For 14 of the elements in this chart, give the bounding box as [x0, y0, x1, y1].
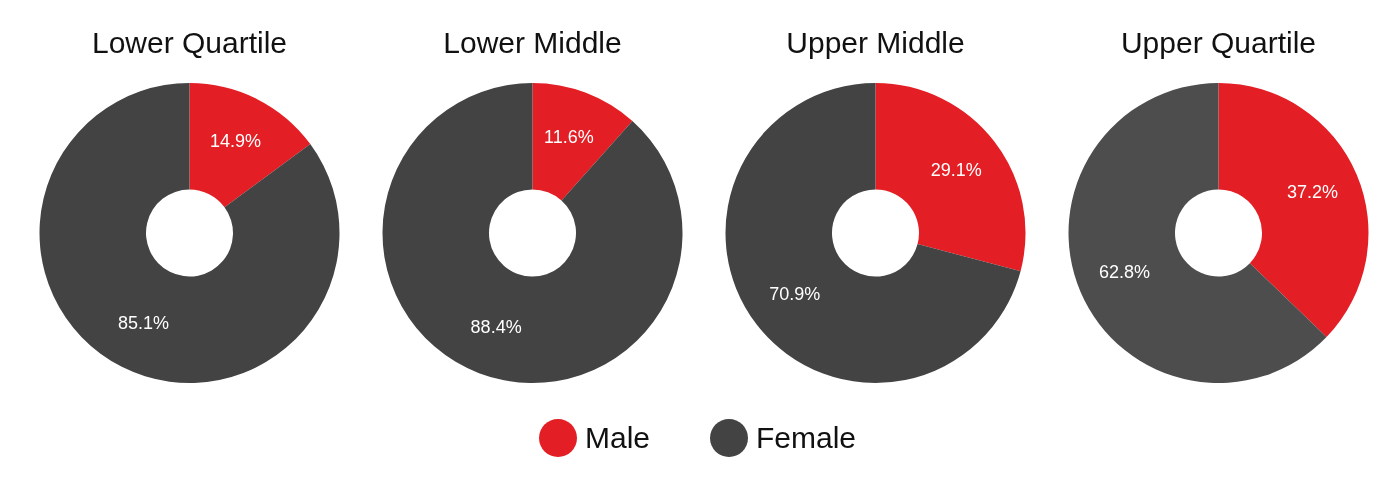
- chart-title: Lower Quartile: [90, 25, 289, 61]
- chart-title: Upper Middle: [785, 25, 966, 61]
- legend-label: Female: [755, 421, 857, 455]
- data-label: 11.6%: [544, 126, 594, 147]
- data-label: 85.1%: [117, 313, 169, 334]
- data-label: 37.2%: [1286, 182, 1338, 203]
- data-label: 29.1%: [930, 159, 982, 180]
- data-label: 88.4%: [470, 317, 522, 338]
- data-label: 14.9%: [210, 130, 262, 151]
- data-label: 62.8%: [1099, 261, 1151, 282]
- chart-title: Upper Quartile: [1119, 25, 1318, 61]
- data-label: 70.9%: [769, 284, 821, 305]
- legend-label: Male: [584, 421, 650, 455]
- chart-title: Lower Middle: [442, 25, 623, 61]
